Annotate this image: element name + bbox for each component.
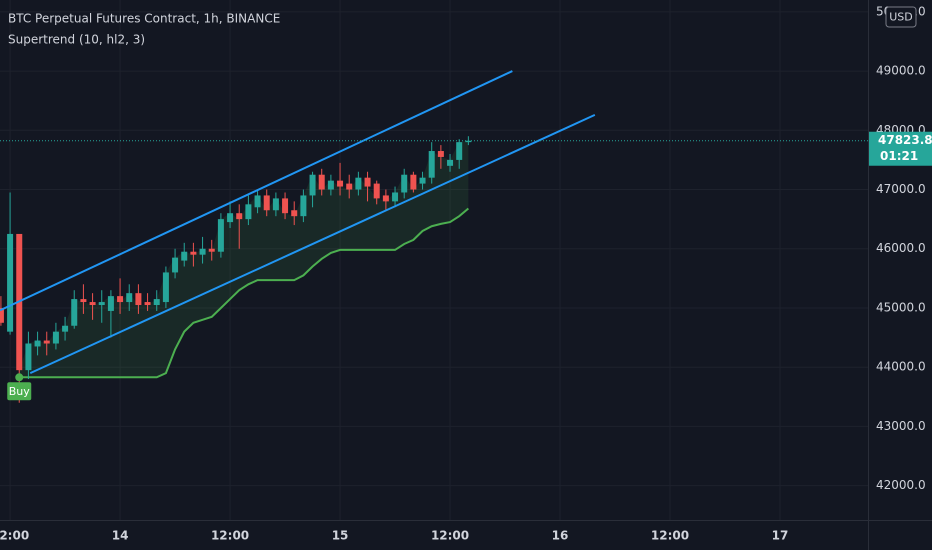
candle-body (410, 174, 417, 190)
candle-body (236, 213, 243, 220)
x-tick-label: 12:00 (0, 529, 29, 543)
candle-body (254, 195, 261, 208)
candle-body (80, 299, 87, 303)
candle-body (181, 251, 188, 261)
candle-body (190, 251, 197, 255)
x-tick-label: 12:00 (431, 529, 469, 543)
candle-body (52, 331, 59, 344)
candle-body (208, 248, 215, 252)
candle-body (428, 151, 435, 178)
trend-fill (19, 140, 469, 378)
candle-body (25, 343, 32, 371)
candle-body (43, 340, 50, 344)
candle-body (456, 142, 463, 160)
candle-body (245, 204, 252, 220)
candle-body (0, 307, 4, 323)
y-tick-label: 47000.0 (876, 182, 926, 196)
candle-body (227, 213, 234, 223)
candle-body (199, 248, 206, 255)
x-tick-label: 15 (332, 529, 349, 543)
x-tick-label: 12:00 (211, 529, 249, 543)
candle-body (7, 233, 14, 332)
y-tick-label: 43000.0 (876, 419, 926, 433)
candle-body (272, 198, 279, 211)
candle-body (291, 210, 298, 217)
candle-body (263, 195, 270, 211)
indicator-label: Supertrend (10, hl2, 3) (8, 33, 145, 47)
candle-body (135, 293, 142, 306)
candle-body (447, 159, 454, 166)
candle-body (364, 177, 371, 187)
supertrend-line (19, 207, 470, 379)
candle-body (71, 299, 78, 326)
signal-dot (15, 373, 24, 382)
last-price-box (869, 131, 932, 166)
candle-body (217, 219, 224, 252)
chart-title: BTC Perpetual Futures Contract, 1h, BINA… (8, 12, 280, 26)
signal-box (7, 382, 32, 401)
candle-body (401, 174, 408, 193)
y-tick-label: 45000.0 (876, 300, 926, 314)
candle-body (318, 174, 325, 190)
channel-line (29, 113, 596, 375)
currency[interactable]: USD (889, 11, 913, 24)
x-tick-label: 16 (552, 529, 569, 543)
candle-body (382, 195, 389, 202)
plot: Buy (0, 70, 868, 403)
x-tick-label: 12:00 (651, 529, 689, 543)
signal-label: Buy (9, 385, 31, 398)
candle-body (98, 302, 105, 306)
last-price-label: 47823.8 (878, 133, 932, 147)
candle-body (327, 180, 334, 190)
countdown-label: 01:21 (880, 149, 918, 163)
candle-body (126, 293, 133, 303)
candle-body (117, 296, 124, 303)
candle-body (62, 325, 69, 332)
candle-body (282, 198, 289, 214)
candle-body (34, 340, 41, 347)
candle-body (392, 192, 399, 202)
candle-body (309, 174, 316, 196)
channel-line (0, 70, 513, 312)
y-tick-label: 44000.0 (876, 360, 926, 374)
currency-box[interactable] (885, 6, 917, 28)
candle-body (373, 183, 380, 199)
candle-body (346, 183, 353, 190)
candle-body (107, 296, 114, 311)
candle-body (162, 272, 169, 303)
candle-body (144, 302, 151, 306)
candle-body (437, 151, 444, 157)
candle-body (465, 140, 472, 143)
x-tick-label: 14 (112, 529, 129, 543)
candle-body (337, 180, 344, 187)
candle-body (419, 177, 426, 184)
y-tick-label: 46000.0 (876, 241, 926, 255)
y-tick-label: 42000.0 (876, 478, 926, 492)
y-tick-label: 49000.0 (876, 64, 926, 78)
axes: 42000.0 43000.0 44000.0 45000.0 46000.0 47000… (0, 4, 932, 543)
candle-body (89, 302, 96, 306)
candle-body (153, 299, 160, 306)
candle-body (172, 257, 179, 273)
x-tick-label: 17 (772, 529, 789, 543)
candle-body (300, 195, 307, 217)
candle-body (355, 177, 362, 190)
